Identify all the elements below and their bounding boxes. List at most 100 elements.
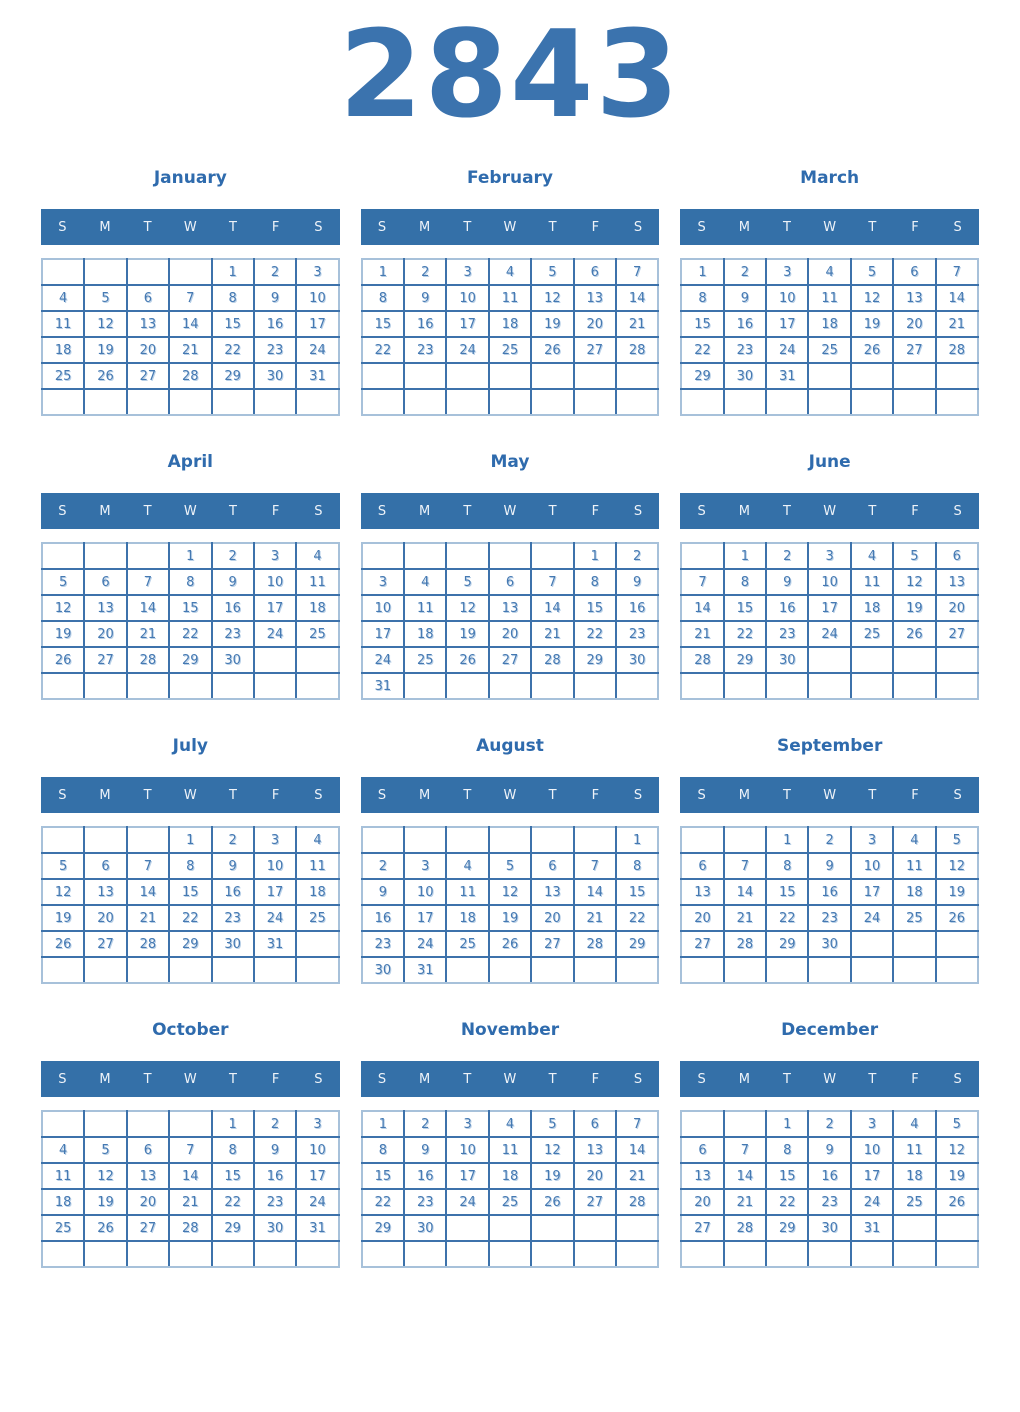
weekday-label: S (377, 219, 387, 235)
day-cell: 2 (403, 1110, 448, 1138)
day-cell: 12 (445, 594, 490, 622)
day-cell: 22 (572, 620, 617, 648)
day-cell: 23 (614, 620, 660, 648)
empty-cell (295, 672, 340, 700)
weekday-label: S (953, 219, 962, 235)
day-cell: 29 (765, 930, 810, 958)
day-cell: 12 (892, 568, 937, 596)
month-title: September (776, 736, 883, 756)
empty-cell (252, 672, 298, 700)
day-cell: 31 (295, 362, 340, 390)
month-title: January (153, 168, 227, 188)
day-cell: 17 (252, 594, 298, 622)
day-cell: 1 (168, 542, 213, 570)
day-cell: 26 (934, 904, 979, 932)
day-cell: 20 (83, 904, 128, 932)
week-row (680, 672, 979, 700)
day-cell: 23 (252, 1188, 298, 1216)
day-cell: 4 (295, 542, 340, 570)
day-cell: 13 (892, 284, 937, 312)
empty-cell (892, 646, 937, 674)
empty-cell (252, 646, 298, 674)
day-cell: 18 (487, 1162, 533, 1190)
empty-cell (849, 672, 895, 700)
day-cell: 3 (445, 1110, 490, 1138)
day-cell: 5 (40, 852, 86, 880)
empty-cell (83, 1240, 128, 1268)
week-row: 25 26 27 28 29 30 31 (40, 1214, 340, 1242)
empty-cell (445, 826, 490, 854)
day-cell: 27 (680, 1214, 725, 1242)
day-cell: 29 (572, 646, 617, 674)
empty-cell (614, 672, 660, 700)
day-cell: 24 (849, 904, 895, 932)
day-cell: 28 (125, 646, 171, 674)
weekday-label: T (229, 503, 237, 519)
week-row: 12 13 14 15 16 17 18 (40, 878, 340, 906)
day-cell: 30 (765, 646, 810, 674)
month-title: March (800, 168, 860, 188)
day-cell: 20 (680, 1188, 725, 1216)
day-cell: 11 (445, 878, 490, 906)
day-cell: 14 (680, 594, 725, 622)
weekday-label: F (911, 1071, 919, 1087)
empty-cell (530, 362, 575, 390)
day-cell: 5 (849, 258, 895, 286)
day-cell: 6 (934, 542, 979, 570)
day-cell: 11 (487, 1136, 533, 1164)
day-cell: 13 (83, 878, 128, 906)
day-cell: 10 (252, 568, 298, 596)
day-cell: 31 (765, 362, 810, 390)
empty-cell (360, 542, 406, 570)
day-cell: 12 (40, 594, 86, 622)
empty-cell (168, 1240, 213, 1268)
day-cell: 8 (765, 852, 810, 880)
week-row: 22 23 24 25 26 27 28 (680, 336, 979, 364)
empty-cell (445, 672, 490, 700)
day-cell: 2 (807, 1110, 852, 1138)
week-row: 29 30 31 (680, 362, 979, 390)
day-cell: 14 (722, 1162, 768, 1190)
empty-cell (849, 930, 895, 958)
day-cell: 21 (722, 904, 768, 932)
day-cell: 8 (210, 1136, 255, 1164)
weekday-label: W (503, 503, 517, 519)
day-cell: 10 (445, 1136, 490, 1164)
weekday-label: S (697, 219, 706, 235)
day-cell: 14 (168, 310, 213, 338)
weekday-label: T (229, 219, 237, 235)
empty-cell (40, 826, 86, 854)
weekday-label: W (503, 787, 517, 803)
day-cell: 30 (252, 362, 298, 390)
day-cell: 18 (849, 594, 895, 622)
empty-cell (530, 388, 575, 416)
month-grid: 1 2 3 4 5 6 7 8 9 10 11 12 13 14 15 16 17 18 19 20 21 22 23 24 2… (680, 258, 979, 416)
day-cell: 17 (295, 1162, 340, 1190)
empty-cell (168, 672, 213, 700)
empty-cell (252, 388, 298, 416)
weekday-label: W (823, 787, 837, 803)
empty-cell (807, 646, 852, 674)
empty-cell (680, 542, 725, 570)
month-title: July (172, 736, 208, 756)
day-cell: 2 (403, 258, 448, 286)
day-cell: 11 (40, 310, 86, 338)
day-cell: 15 (360, 1162, 406, 1190)
empty-cell (360, 826, 406, 854)
day-cell: 20 (892, 310, 937, 338)
weekday-label: M (419, 503, 431, 519)
day-cell: 16 (722, 310, 768, 338)
day-cell: 2 (614, 542, 660, 570)
weekday-label: W (823, 219, 837, 235)
day-cell: 3 (360, 568, 406, 596)
day-cell: 21 (614, 310, 660, 338)
day-cell: 15 (722, 594, 768, 622)
empty-cell (849, 1240, 895, 1268)
